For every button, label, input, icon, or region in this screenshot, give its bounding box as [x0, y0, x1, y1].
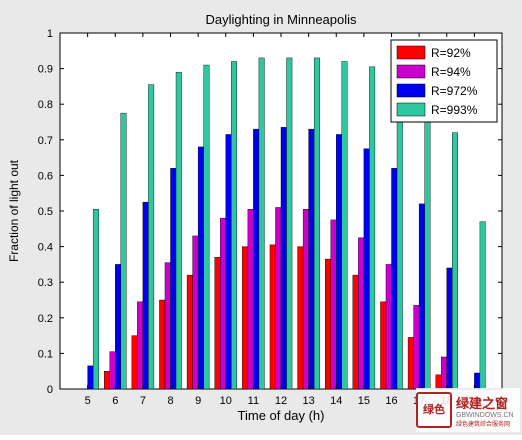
x-tick-label: 14: [330, 395, 342, 407]
y-tick-label: 0: [47, 384, 53, 396]
bar-R=972%-12: [280, 127, 287, 390]
x-tick-label: 12: [275, 395, 287, 407]
x-tick-label: 5: [85, 395, 91, 407]
bar-R=92%-17: [407, 337, 414, 390]
bar-R=92%-8: [159, 299, 166, 390]
bar-R=92%-10: [214, 257, 221, 390]
bar-R=94%-10: [220, 217, 226, 390]
y-tick-label: 0.2: [38, 313, 53, 325]
bar-R=972%-7: [142, 201, 149, 390]
bar-R=972%-11: [253, 128, 260, 390]
bar-R=92%-18: [435, 374, 442, 390]
legend-entry-label: R=972%: [431, 84, 478, 98]
bar-R=972%-16: [391, 168, 398, 390]
x-tick-label: 10: [220, 395, 232, 407]
bar-R=972%-14: [336, 134, 342, 390]
chart-title: Daylighting in Minneapolis: [205, 12, 357, 27]
bar-R=993%-16: [396, 79, 403, 390]
bar-R=993%-14: [341, 61, 348, 390]
bar-R=92%-7: [131, 335, 138, 390]
bar-R=92%-14: [325, 258, 331, 390]
y-tick-label: 0.8: [38, 99, 53, 111]
watermark-main-text: 绿建之窗: [456, 396, 509, 412]
bar-R=993%-6: [120, 112, 127, 390]
x-axis-label: Time of day (h): [238, 408, 325, 423]
bar-R=94%-16: [385, 264, 392, 390]
bar-R=993%-7: [148, 84, 155, 390]
x-tick-label: 15: [358, 395, 370, 407]
bar-R=94%-13: [302, 209, 309, 390]
legend-entry-label: R=92%: [431, 46, 471, 60]
y-tick-label: 0.6: [38, 170, 53, 182]
bar-R=972%-6: [115, 264, 121, 390]
bar-R=972%-19: [474, 372, 481, 390]
bar-R=94%-9: [192, 235, 199, 390]
legend-swatch: [396, 45, 426, 60]
bar-R=972%-8: [170, 168, 177, 390]
bar-R=92%-15: [352, 274, 359, 390]
watermark-sub-text: 绿色建筑综合服务网: [456, 421, 511, 428]
bar-R=972%-18: [446, 267, 453, 390]
y-tick-label: 0.1: [38, 348, 53, 360]
bar-R=993%-18: [452, 132, 458, 390]
legend: R=92% R=94% R=972% R=993%: [390, 39, 498, 123]
x-tick-label: 6: [112, 395, 118, 407]
y-tick-label: 1: [47, 28, 53, 40]
y-tick-label: 0.4: [38, 242, 53, 254]
bar-R=993%-15: [369, 66, 376, 390]
x-tick-label: 8: [167, 395, 173, 407]
watermark-logo: 绿色 绿建之窗 GBWINDOWS.CN 绿色建筑综合服务网: [416, 388, 520, 432]
bars-group: [87, 57, 486, 390]
y-tick-label: 0.9: [38, 64, 53, 76]
watermark-seal: 绿色: [416, 392, 452, 428]
bar-R=94%-8: [164, 262, 171, 390]
bar-R=92%-16: [380, 301, 387, 390]
bar-R=972%-10: [225, 134, 232, 390]
x-tick-label: 11: [248, 395, 259, 407]
bar-R=94%-18: [441, 356, 447, 390]
x-tick-label: 9: [195, 395, 201, 407]
y-tick-label: 0.7: [38, 135, 53, 147]
bar-R=92%-6: [103, 371, 110, 390]
bar-R=94%-12: [275, 207, 282, 390]
bar-R=993%-11: [258, 57, 265, 390]
watermark-url: GBWINDOWS.CN: [456, 411, 514, 419]
x-tick-label: 16: [385, 395, 397, 407]
legend-entry-label: R=94%: [431, 65, 471, 79]
bar-R=993%-17: [424, 96, 431, 390]
bar-R=94%-14: [330, 219, 337, 390]
x-tick-label: 7: [140, 395, 146, 407]
bar-R=972%-17: [418, 203, 425, 390]
bar-R=92%-13: [297, 246, 304, 390]
bar-R=94%-15: [358, 237, 365, 390]
bar-R=993%-5: [92, 209, 99, 390]
bar-R=92%-11: [242, 246, 249, 390]
x-tick-label: 13: [303, 395, 315, 407]
bar-R=993%-19: [479, 221, 486, 390]
bar-R=993%-8: [175, 71, 182, 390]
legend-swatch: [396, 102, 426, 117]
bar-R=972%-9: [197, 146, 204, 390]
bar-R=993%-13: [313, 57, 320, 390]
bar-R=94%-7: [137, 301, 144, 390]
bar-R=993%-9: [203, 64, 210, 390]
bar-R=94%-17: [413, 305, 420, 390]
legend-swatch: [396, 83, 426, 98]
bar-R=94%-6: [109, 351, 116, 390]
y-axis-label: Fraction of light out: [7, 159, 21, 262]
bar-R=92%-9: [186, 274, 193, 390]
bar-R=94%-11: [247, 209, 254, 390]
bar-R=972%-5: [87, 365, 94, 390]
bar-R=972%-13: [308, 128, 315, 390]
bar-R=993%-10: [231, 61, 238, 390]
bar-R=993%-12: [286, 57, 293, 390]
y-tick-label: 0.5: [38, 206, 53, 218]
bar-R=972%-15: [363, 148, 370, 390]
y-tick-label: 0.3: [38, 277, 53, 289]
bar-R=92%-12: [269, 244, 276, 390]
legend-entry-label: R=993%: [431, 103, 478, 117]
legend-swatch: [396, 64, 426, 79]
